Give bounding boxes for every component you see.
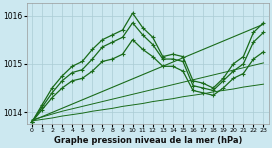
- X-axis label: Graphe pression niveau de la mer (hPa): Graphe pression niveau de la mer (hPa): [54, 136, 242, 145]
